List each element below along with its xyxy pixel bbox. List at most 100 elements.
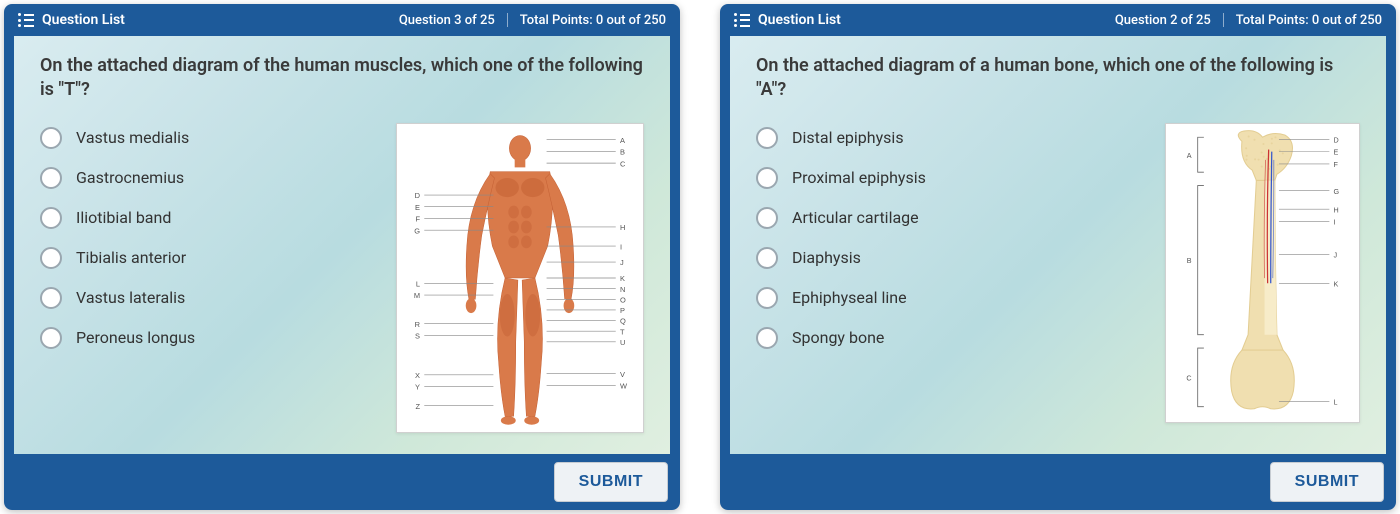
option-label: Ephiphyseal line xyxy=(792,288,907,307)
list-icon[interactable] xyxy=(734,13,750,27)
option-label: Diaphysis xyxy=(792,248,861,267)
svg-text:V: V xyxy=(620,370,625,379)
option[interactable]: Gastrocnemius xyxy=(40,167,378,189)
svg-text:D: D xyxy=(1333,135,1338,144)
svg-text:M: M xyxy=(414,291,420,300)
question-text: On the attached diagram of a human bone,… xyxy=(756,54,1360,103)
card-body: On the attached diagram of the human mus… xyxy=(4,36,680,454)
svg-text:C: C xyxy=(620,159,626,168)
svg-text:L: L xyxy=(416,279,420,288)
question-list-label[interactable]: Question List xyxy=(758,12,841,28)
svg-text:F: F xyxy=(1333,160,1338,169)
card-header: Question List Question 2 of 25 Total Poi… xyxy=(720,4,1396,36)
svg-text:G: G xyxy=(414,226,420,235)
muscles-svg: DEFGLMRSXYZABCHIJKNOPQTUVW xyxy=(403,129,637,427)
radio[interactable] xyxy=(40,207,62,229)
svg-text:D: D xyxy=(415,191,421,200)
divider xyxy=(1223,13,1224,27)
option-label: Gastrocnemius xyxy=(76,168,184,187)
option[interactable]: Diaphysis xyxy=(756,247,1147,269)
svg-text:C: C xyxy=(1186,373,1191,382)
option[interactable]: Ephiphyseal line xyxy=(756,287,1147,309)
option-label: Vastus medialis xyxy=(76,128,189,147)
svg-text:I: I xyxy=(620,242,622,251)
svg-text:U: U xyxy=(620,338,625,347)
card-header: Question List Question 3 of 25 Total Poi… xyxy=(4,4,680,36)
option-label: Proximal epiphysis xyxy=(792,168,926,187)
option[interactable]: Spongy bone xyxy=(756,327,1147,349)
header-left: Question List xyxy=(18,12,389,28)
radio[interactable] xyxy=(40,167,62,189)
option[interactable]: Proximal epiphysis xyxy=(756,167,1147,189)
svg-text:B: B xyxy=(1187,256,1192,265)
question-list-label[interactable]: Question List xyxy=(42,12,125,28)
svg-text:F: F xyxy=(415,214,420,223)
option-label: Distal epiphysis xyxy=(792,128,904,147)
submit-button[interactable]: SUBMIT xyxy=(554,462,668,502)
svg-text:Y: Y xyxy=(415,382,420,391)
radio[interactable] xyxy=(756,327,778,349)
svg-text:Z: Z xyxy=(415,401,420,410)
option[interactable]: Vastus medialis xyxy=(40,127,378,149)
svg-text:L: L xyxy=(1333,397,1337,406)
radio[interactable] xyxy=(40,327,62,349)
quiz-card: Question List Question 2 of 25 Total Poi… xyxy=(720,4,1396,510)
quiz-card: Question List Question 3 of 25 Total Poi… xyxy=(4,4,680,510)
divider xyxy=(507,13,508,27)
svg-text:J: J xyxy=(1333,250,1337,259)
svg-text:B: B xyxy=(620,147,625,156)
svg-text:K: K xyxy=(1333,279,1338,288)
option[interactable]: Distal epiphysis xyxy=(756,127,1147,149)
radio[interactable] xyxy=(756,247,778,269)
card-body: On the attached diagram of a human bone,… xyxy=(720,36,1396,454)
option-label: Articular cartilage xyxy=(792,208,919,227)
radio[interactable] xyxy=(756,287,778,309)
list-icon[interactable] xyxy=(18,13,34,27)
svg-text:X: X xyxy=(415,371,420,380)
svg-text:E: E xyxy=(415,203,420,212)
radio[interactable] xyxy=(40,287,62,309)
svg-text:H: H xyxy=(620,223,625,232)
option[interactable]: Peroneus longus xyxy=(40,327,378,349)
svg-text:Q: Q xyxy=(620,316,626,325)
option[interactable]: Articular cartilage xyxy=(756,207,1147,229)
muscles-diagram: DEFGLMRSXYZABCHIJKNOPQTUVW xyxy=(396,123,644,433)
option[interactable]: Iliotibial band xyxy=(40,207,378,229)
svg-text:E: E xyxy=(1333,147,1338,156)
header-right: Question 2 of 25 Total Points: 0 out of … xyxy=(1115,13,1382,28)
svg-text:P: P xyxy=(620,306,625,315)
submit-button[interactable]: SUBMIT xyxy=(1270,462,1384,502)
svg-text:G: G xyxy=(1333,186,1339,195)
content-row: Vastus medialis Gastrocnemius Iliotibial… xyxy=(40,123,644,444)
option-label: Tibialis anterior xyxy=(76,248,186,267)
card-footer: SUBMIT xyxy=(720,454,1396,510)
radio[interactable] xyxy=(40,247,62,269)
options-list: Distal epiphysis Proximal epiphysis Arti… xyxy=(756,123,1147,444)
radio[interactable] xyxy=(40,127,62,149)
svg-text:W: W xyxy=(620,381,627,390)
svg-text:A: A xyxy=(1187,150,1192,159)
option-label: Peroneus longus xyxy=(76,328,195,347)
question-text: On the attached diagram of the human mus… xyxy=(40,54,644,103)
options-list: Vastus medialis Gastrocnemius Iliotibial… xyxy=(40,123,378,444)
card-footer: SUBMIT xyxy=(4,454,680,510)
option-label: Iliotibial band xyxy=(76,208,171,227)
question-counter: Question 3 of 25 xyxy=(399,13,495,28)
svg-text:I: I xyxy=(1333,217,1335,226)
header-right: Question 3 of 25 Total Points: 0 out of … xyxy=(399,13,666,28)
option-label: Spongy bone xyxy=(792,328,884,347)
points-label: Total Points: 0 out of 250 xyxy=(1236,13,1382,28)
option[interactable]: Tibialis anterior xyxy=(40,247,378,269)
svg-text:A: A xyxy=(620,136,625,145)
radio[interactable] xyxy=(756,207,778,229)
svg-text:T: T xyxy=(620,327,625,336)
question-counter: Question 2 of 25 xyxy=(1115,13,1211,28)
header-left: Question List xyxy=(734,12,1105,28)
svg-text:J: J xyxy=(620,258,624,267)
radio[interactable] xyxy=(756,167,778,189)
svg-text:K: K xyxy=(620,274,625,283)
option[interactable]: Vastus lateralis xyxy=(40,287,378,309)
radio[interactable] xyxy=(756,127,778,149)
svg-text:O: O xyxy=(620,295,626,304)
option-label: Vastus lateralis xyxy=(76,288,185,307)
